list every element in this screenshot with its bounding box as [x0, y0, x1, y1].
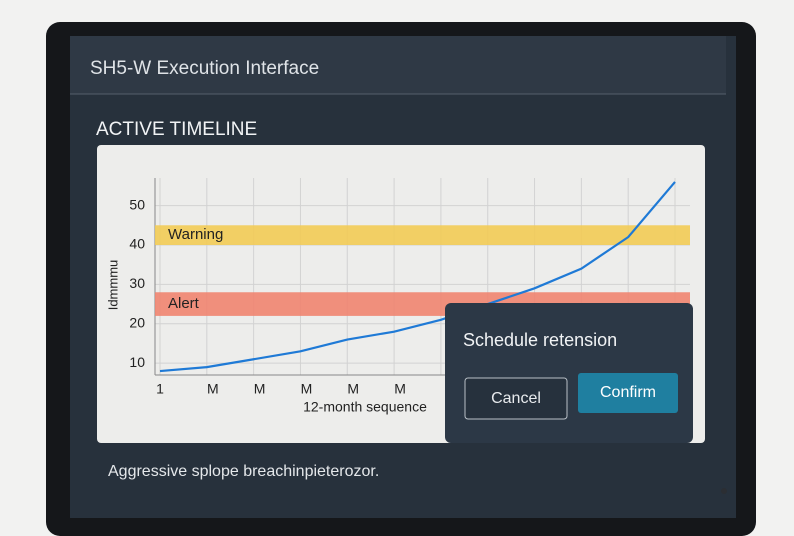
x-tick-label: M — [301, 381, 313, 397]
y-tick-label: 50 — [129, 196, 145, 212]
x-tick-label: 1 — [156, 381, 164, 397]
dialog-title: Schedule retension — [463, 330, 617, 350]
cancel-label[interactable]: Cancel — [491, 390, 541, 407]
x-axis-label: 12-month sequence — [303, 399, 427, 415]
section-title: ACTIVE TIMELINE — [96, 119, 257, 140]
y-tick-label: 30 — [129, 275, 145, 291]
y-axis-label: Idmmmu — [105, 260, 120, 311]
window-title: SH5-W Execution Interface — [90, 58, 319, 79]
threshold-band — [155, 225, 690, 245]
data-line — [159, 181, 676, 373]
x-tick-label: M — [394, 381, 406, 397]
band-label: Alert — [168, 295, 200, 312]
y-tick-label: 40 — [129, 236, 145, 252]
x-tick-label: M — [207, 381, 219, 397]
confirm-label[interactable]: Confirm — [600, 384, 656, 401]
footer-text: Aggressive splope breachinpieterozor. — [108, 463, 379, 480]
confirm-button[interactable] — [578, 373, 678, 413]
y-tick-label: 10 — [129, 354, 145, 370]
title-bar — [70, 36, 726, 94]
power-led — [721, 488, 727, 494]
cancel-button[interactable] — [464, 377, 568, 420]
x-tick-label: M — [347, 381, 359, 397]
plot: 10 20 30 40 50 Warning Alert 1 M M M M M 12-month seq… — [105, 178, 690, 415]
band-label: Warning — [168, 226, 223, 243]
dialog: Schedule retension Cancel Confirm — [445, 303, 693, 443]
x-tick-label: M — [254, 381, 266, 397]
y-tick-label: 20 — [129, 314, 145, 330]
